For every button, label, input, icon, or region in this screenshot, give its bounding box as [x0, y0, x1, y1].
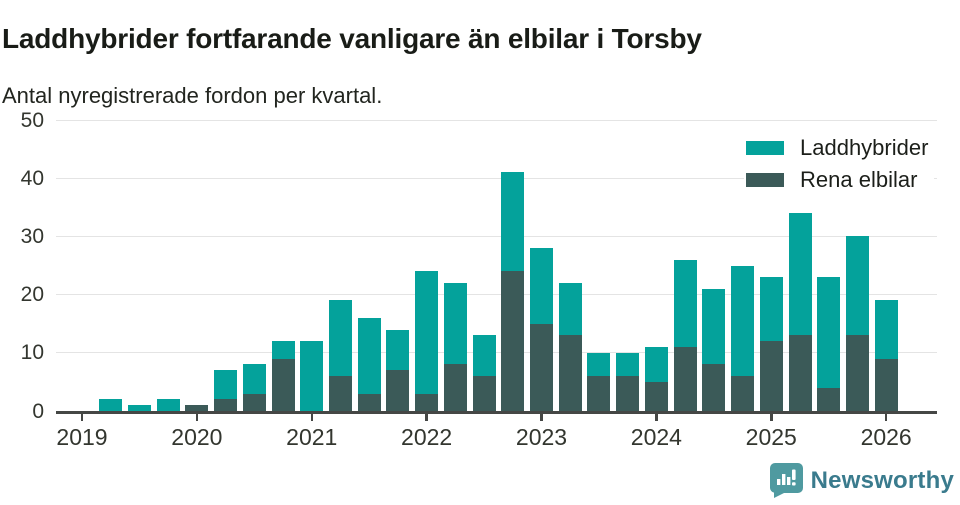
bar-2020Q4-laddhybrider [271, 341, 295, 359]
x-tick-2019 [80, 414, 84, 421]
bar-2024Q3-rena-elbilar [702, 364, 726, 411]
bar-2024Q4-laddhybrider [731, 265, 755, 377]
x-tick-2025 [770, 414, 773, 421]
gridline-30 [56, 235, 937, 237]
y-axis-label-40: 40 [20, 166, 44, 190]
legend-item-rena-elbilar: Rena elbilar [746, 167, 928, 193]
newsworthy-logo[interactable]: Newsworthy [769, 462, 954, 499]
x-tick-2026 [884, 414, 888, 421]
x-axis-label-2024: 2024 [630, 424, 682, 450]
bar-2021Q2-rena-elbilar [328, 376, 352, 411]
bar-2022Q1-laddhybrider [415, 271, 439, 394]
bar-2019Q3-laddhybrider [127, 405, 151, 411]
legend-label-laddhybrider: Laddhybrider [800, 135, 929, 160]
bar-2024Q1-laddhybrider [644, 346, 668, 382]
bar-2023Q3-laddhybrider [587, 352, 611, 377]
bar-2022Q2-laddhybrider [443, 282, 467, 365]
gridline-20 [56, 294, 937, 296]
bar-2025Q1-rena-elbilar [759, 341, 783, 411]
bar-2020Q2-laddhybrider [214, 370, 238, 400]
bar-2025Q3-rena-elbilar [817, 387, 841, 411]
bar-2021Q1-laddhybrider [300, 341, 324, 411]
bar-2022Q4-rena-elbilar [501, 271, 525, 411]
x-axis-label-2025: 2025 [745, 424, 797, 450]
bar-2021Q4-rena-elbilar [386, 370, 410, 411]
bar-2025Q4-rena-elbilar [845, 335, 869, 411]
bar-2025Q2-rena-elbilar [788, 335, 812, 411]
legend-swatch-rena-elbilar [746, 173, 784, 187]
bar-2021Q3-laddhybrider [357, 317, 381, 394]
bar-2021Q4-laddhybrider [386, 329, 410, 371]
bar-2025Q3-laddhybrider [817, 277, 841, 388]
legend-item-laddhybrider: Laddhybrider [746, 135, 928, 161]
bar-2023Q3-rena-elbilar [587, 376, 611, 411]
x-axis-label-2021: 2021 [286, 424, 338, 450]
y-axis-label-20: 20 [20, 283, 44, 307]
newsworthy-logo-text: Newsworthy [810, 466, 954, 494]
x-axis-label-2019: 2019 [56, 424, 108, 450]
bar-2024Q2-laddhybrider [673, 259, 697, 347]
bar-2025Q1-laddhybrider [759, 277, 783, 342]
legend: Laddhybrider Rena elbilar [744, 133, 935, 195]
y-axis-label-0: 0 [32, 399, 44, 423]
bar-2019Q2-laddhybrider [99, 399, 123, 411]
bar-2023Q4-rena-elbilar [616, 376, 640, 411]
bar-2023Q1-laddhybrider [530, 248, 554, 324]
bar-2024Q3-laddhybrider [702, 288, 726, 365]
bar-2022Q3-laddhybrider [472, 335, 496, 377]
bar-2024Q4-rena-elbilar [731, 376, 755, 411]
x-tick-2021 [310, 414, 313, 421]
page-title: Laddhybrider fortfarande vanligare än el… [2, 22, 702, 54]
bar-2020Q3-laddhybrider [242, 364, 266, 394]
bar-2023Q2-rena-elbilar [558, 335, 582, 411]
gridline-50 [56, 119, 937, 121]
x-axis-label-2022: 2022 [401, 424, 453, 450]
bar-2021Q3-rena-elbilar [357, 393, 381, 411]
x-tick-2020 [195, 414, 199, 421]
bar-2023Q4-laddhybrider [616, 352, 640, 377]
bar-2025Q2-laddhybrider [788, 213, 812, 336]
bar-2022Q1-rena-elbilar [415, 393, 439, 411]
x-axis-line [56, 411, 937, 414]
bar-2020Q2-rena-elbilar [214, 399, 238, 411]
bar-2025Q4-laddhybrider [845, 236, 869, 336]
x-axis-label-2020: 2020 [171, 424, 223, 450]
y-axis-label-50: 50 [20, 108, 44, 132]
bar-2019Q4-laddhybrider [156, 399, 180, 411]
bar-2023Q1-rena-elbilar [530, 323, 554, 411]
y-axis-label-10: 10 [20, 341, 44, 365]
x-axis-label-2026: 2026 [860, 424, 912, 450]
bar-2026Q1-rena-elbilar [874, 358, 898, 411]
newsworthy-logo-icon [769, 463, 803, 498]
bar-2022Q4-laddhybrider [501, 172, 525, 272]
gridline-10 [56, 352, 937, 354]
bar-2021Q2-laddhybrider [328, 300, 352, 377]
legend-swatch-laddhybrider [746, 141, 784, 155]
bar-2020Q4-rena-elbilar [271, 358, 295, 411]
x-tick-2022 [425, 414, 428, 421]
bar-2024Q2-rena-elbilar [673, 346, 697, 411]
bar-2024Q1-rena-elbilar [644, 381, 668, 411]
y-axis-label-30: 30 [20, 224, 44, 248]
x-tick-2023 [540, 414, 543, 421]
x-axis-label-2023: 2023 [515, 424, 568, 450]
bar-2020Q1-rena-elbilar [185, 405, 209, 411]
gridline-40 [56, 177, 937, 179]
bar-2022Q2-rena-elbilar [443, 364, 467, 411]
legend-label-rena-elbilar: Rena elbilar [800, 167, 918, 192]
bar-2026Q1-laddhybrider [874, 300, 898, 359]
x-tick-2024 [655, 414, 658, 421]
bar-2020Q3-rena-elbilar [242, 393, 266, 411]
bar-2023Q2-laddhybrider [558, 282, 582, 336]
bar-2022Q3-rena-elbilar [472, 376, 496, 411]
page-subtitle: Antal nyregistrerade fordon per kvartal. [2, 83, 383, 108]
